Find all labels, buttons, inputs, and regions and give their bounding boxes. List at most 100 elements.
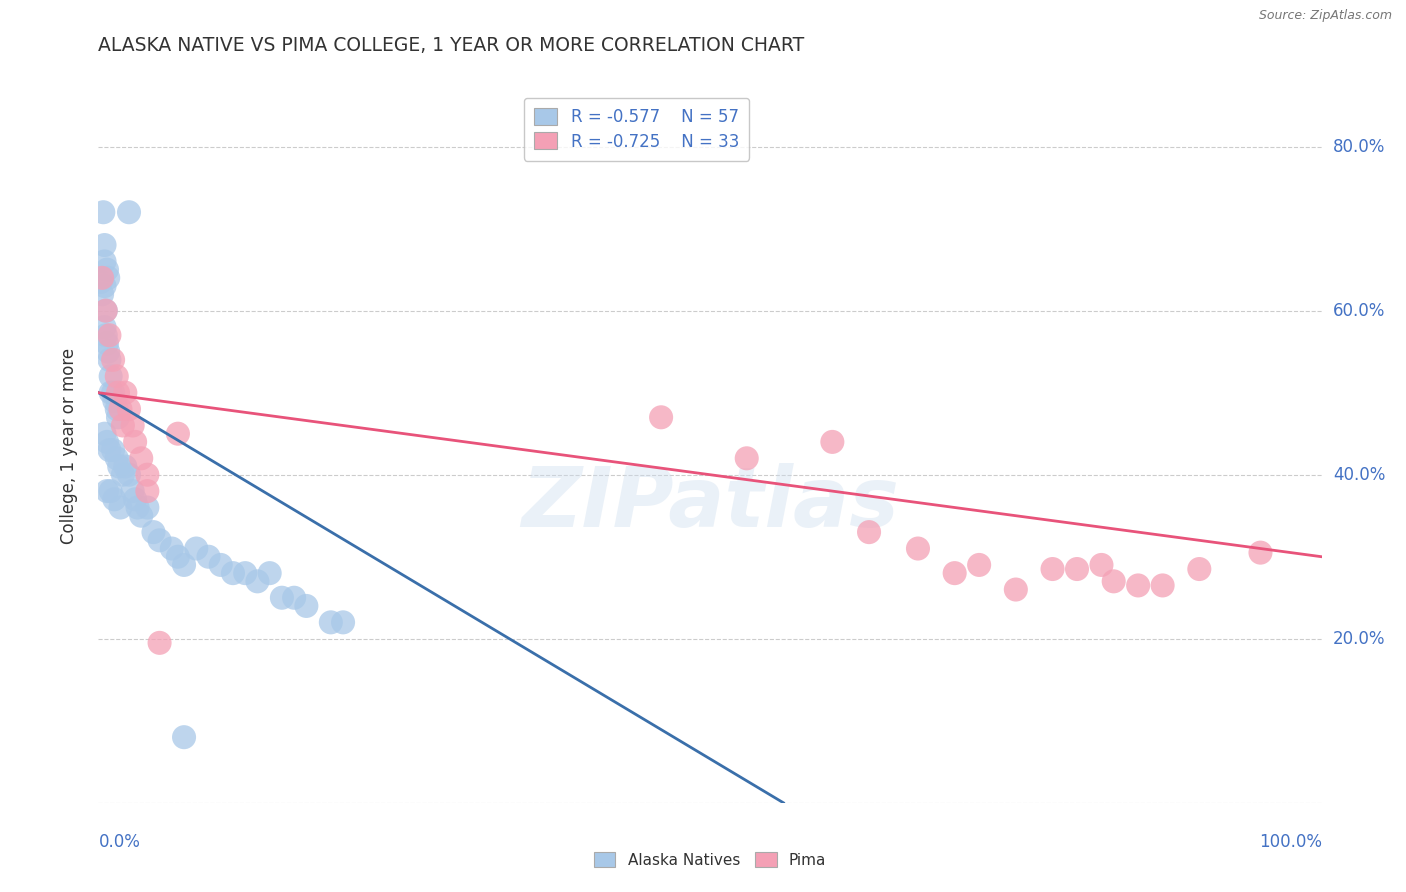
Legend: Alaska Natives, Pima: Alaska Natives, Pima (588, 846, 832, 873)
Point (1188, 562, 1211, 576)
Point (136, 500, 159, 515)
Point (103, 492, 125, 507)
Point (907, 541, 929, 556)
Point (96, 262, 118, 277)
Point (111, 418, 134, 433)
Point (943, 566, 966, 581)
Point (121, 484, 143, 499)
Point (650, 410, 672, 425)
Point (93, 320, 115, 334)
Point (105, 369, 128, 384)
Point (1004, 582, 1026, 597)
Point (246, 574, 269, 589)
Point (142, 525, 165, 540)
Point (173, 558, 195, 572)
Point (270, 591, 294, 605)
Point (97, 270, 120, 285)
Point (96, 434, 118, 449)
Point (93, 254, 115, 268)
Point (1152, 578, 1174, 592)
Point (332, 615, 354, 630)
Point (129, 451, 152, 466)
Point (735, 451, 758, 466)
Point (295, 599, 318, 613)
Y-axis label: College, 1 year or more: College, 1 year or more (59, 348, 77, 544)
Point (283, 591, 305, 605)
Point (110, 402, 132, 417)
Point (167, 549, 190, 564)
Point (118, 467, 141, 482)
Text: 40.0%: 40.0% (1333, 466, 1385, 483)
Point (209, 558, 232, 572)
Point (107, 410, 129, 425)
Point (101, 352, 124, 367)
Point (91, 270, 114, 285)
Point (319, 615, 342, 630)
Point (111, 467, 134, 482)
Point (149, 533, 172, 548)
Point (105, 451, 128, 466)
Point (90, 275, 112, 289)
Point (1042, 562, 1064, 576)
Point (858, 525, 880, 540)
Point (136, 467, 159, 482)
Point (91, 287, 114, 301)
Point (94, 328, 117, 343)
Point (105, 402, 128, 417)
Point (259, 566, 281, 581)
Point (110, 500, 132, 515)
Point (118, 402, 141, 417)
Point (98, 328, 121, 343)
Point (93, 238, 115, 252)
Point (1249, 546, 1271, 560)
Text: 80.0%: 80.0% (1333, 137, 1385, 155)
Point (121, 418, 143, 433)
Point (96, 484, 118, 499)
Point (1090, 558, 1112, 572)
Point (173, 730, 195, 744)
Point (186, 541, 208, 556)
Point (94, 303, 117, 318)
Point (821, 434, 844, 449)
Point (149, 636, 172, 650)
Point (127, 500, 149, 515)
Point (124, 434, 146, 449)
Point (114, 385, 136, 400)
Point (114, 459, 136, 474)
Text: ZIPatlas: ZIPatlas (522, 463, 898, 543)
Text: 0.0%: 0.0% (98, 833, 141, 851)
Point (108, 459, 131, 474)
Point (98, 443, 121, 458)
Point (1066, 562, 1088, 576)
Point (101, 443, 124, 458)
Text: ALASKA NATIVE VS PIMA COLLEGE, 1 YEAR OR MORE CORRELATION CHART: ALASKA NATIVE VS PIMA COLLEGE, 1 YEAR OR… (98, 36, 804, 54)
Point (118, 205, 141, 219)
Point (97, 344, 120, 359)
Point (107, 385, 129, 400)
Point (100, 385, 122, 400)
Point (233, 566, 256, 581)
Point (100, 369, 122, 384)
Text: 100.0%: 100.0% (1258, 833, 1322, 851)
Point (167, 426, 190, 441)
Text: Source: ZipAtlas.com: Source: ZipAtlas.com (1258, 9, 1392, 22)
Point (967, 558, 990, 572)
Point (96, 336, 118, 351)
Text: 60.0%: 60.0% (1333, 301, 1385, 319)
Point (93, 279, 115, 293)
Point (197, 549, 219, 564)
Point (1102, 574, 1125, 589)
Point (136, 484, 159, 499)
Point (129, 508, 152, 523)
Point (124, 492, 146, 507)
Point (160, 541, 183, 556)
Point (98, 352, 121, 367)
Point (94, 303, 117, 318)
Point (91, 205, 114, 219)
Text: 20.0%: 20.0% (1333, 630, 1385, 648)
Point (1128, 578, 1150, 592)
Point (93, 426, 115, 441)
Point (100, 484, 122, 499)
Point (103, 393, 125, 408)
Point (101, 385, 124, 400)
